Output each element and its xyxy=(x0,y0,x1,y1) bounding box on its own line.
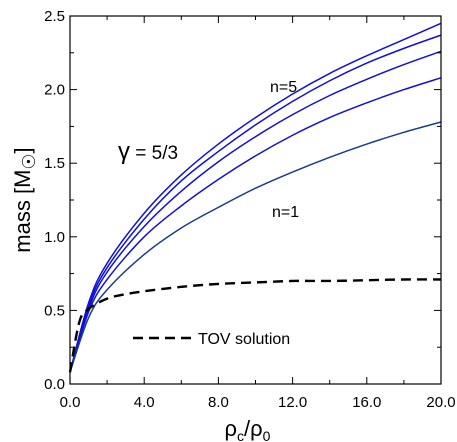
gamma-annotation: γ = 5/3 xyxy=(118,138,178,165)
n1-annotation: n=1 xyxy=(272,204,299,221)
x-tick-label: 8.0 xyxy=(208,394,229,411)
y-tick-label: 1.0 xyxy=(44,229,65,246)
legend: TOV solution xyxy=(133,331,290,348)
series-layer xyxy=(68,22,442,373)
y-tick-label: 0.0 xyxy=(44,376,65,393)
y-tick-label: 1.5 xyxy=(44,155,65,172)
y-tick-label: 2.0 xyxy=(44,82,65,99)
series-line-n2 xyxy=(69,77,442,373)
ticks-layer xyxy=(69,15,442,385)
n5-annotation: n=5 xyxy=(270,79,297,96)
series-line-n3 xyxy=(69,50,442,373)
series-line-n1 xyxy=(69,121,442,373)
x-tick-label: 16.0 xyxy=(352,394,381,411)
x-tick-label: 4.0 xyxy=(134,394,155,411)
y-tick-label: 0.5 xyxy=(44,302,65,319)
series-line-n5 xyxy=(69,22,442,373)
x-tick-label: 12.0 xyxy=(278,394,307,411)
x-tick-label: 20.0 xyxy=(426,394,455,411)
series-line-tov xyxy=(68,278,442,373)
series-line-n4 xyxy=(69,34,442,373)
x-tick-label: 0.0 xyxy=(60,394,81,411)
y-tick-label: 2.5 xyxy=(44,8,65,25)
sun-symbol: ☉ xyxy=(19,153,39,169)
y-axis-title: mass [M☉] xyxy=(10,147,39,252)
gamma-symbol: γ xyxy=(118,138,130,165)
labels-layer: 0.0 4.0 8.0 12.0 16.0 20.0 0.0 0.5 1.0 1.5 2.0 2.5 xyxy=(44,8,455,411)
x-axis-title: ρc/ρ0 xyxy=(225,416,271,442)
legend-label-tov: TOV solution xyxy=(198,331,290,348)
